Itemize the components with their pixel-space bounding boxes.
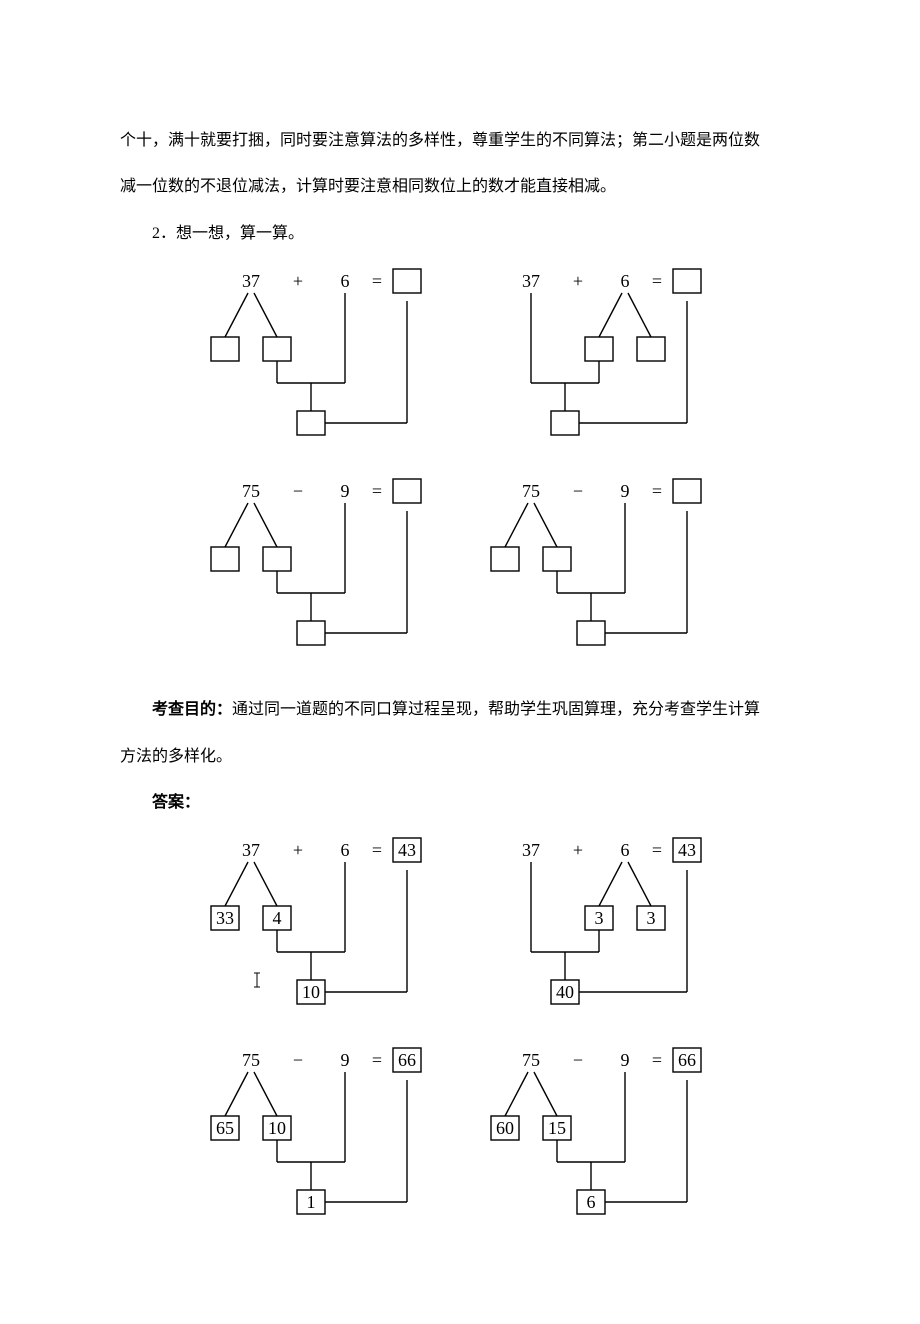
document-page: 个十，满十就要打捆，同时要注意算法的多样性，尊重学生的不同算法；第二小题是两位数… bbox=[0, 0, 920, 1324]
svg-text:−: − bbox=[573, 481, 583, 501]
svg-text:37: 37 bbox=[242, 840, 260, 860]
svg-text:6: 6 bbox=[621, 840, 630, 860]
svg-text:3: 3 bbox=[647, 908, 656, 928]
svg-text:+: + bbox=[293, 271, 303, 291]
svg-text:=: = bbox=[372, 271, 382, 291]
svg-text:37: 37 bbox=[522, 271, 540, 291]
svg-text:6: 6 bbox=[341, 271, 350, 291]
decomp-diagram-37b: 37 +6 = 43 3 3 40 bbox=[485, 834, 725, 1034]
svg-text:1: 1 bbox=[307, 1192, 316, 1212]
svg-text:9: 9 bbox=[341, 1050, 350, 1070]
svg-text:9: 9 bbox=[341, 481, 350, 501]
svg-text:60: 60 bbox=[496, 1118, 514, 1138]
svg-text:10: 10 bbox=[268, 1118, 286, 1138]
decomp-diagram-37b: 37 +6 = bbox=[485, 265, 725, 465]
svg-text:3: 3 bbox=[595, 908, 604, 928]
svg-text:15: 15 bbox=[548, 1118, 566, 1138]
question-2: 2．想一想，算一算。 bbox=[120, 219, 810, 249]
svg-text:40: 40 bbox=[556, 982, 574, 1002]
svg-text:=: = bbox=[372, 840, 382, 860]
svg-text:=: = bbox=[652, 271, 662, 291]
answer-diagrams: 37+6=433341037+6=433340 75−9=666510175−9… bbox=[120, 834, 810, 1244]
svg-text:75: 75 bbox=[242, 481, 260, 501]
svg-text:=: = bbox=[652, 1050, 662, 1070]
svg-text:−: − bbox=[573, 1050, 583, 1070]
svg-text:10: 10 bbox=[302, 982, 320, 1002]
svg-text:37: 37 bbox=[522, 840, 540, 860]
svg-text:+: + bbox=[573, 271, 583, 291]
kaocha-label: 考查目的： bbox=[152, 701, 232, 718]
kaocha-body: 通过同一道题的不同口算过程呈现，帮助学生巩固算理，充分考查学生计算 bbox=[232, 701, 760, 718]
svg-text:43: 43 bbox=[678, 840, 696, 860]
kaocha-line1: 考查目的：通过同一道题的不同口算过程呈现，帮助学生巩固算理，充分考查学生计算 bbox=[120, 695, 810, 725]
decomp-diagram-75a: 75 − 9 = 66 65 10 1 bbox=[205, 1044, 445, 1244]
svg-text:66: 66 bbox=[678, 1050, 696, 1070]
svg-text:=: = bbox=[652, 840, 662, 860]
svg-text:9: 9 bbox=[621, 1050, 630, 1070]
svg-text:6: 6 bbox=[587, 1192, 596, 1212]
svg-text:65: 65 bbox=[216, 1118, 234, 1138]
svg-text:−: − bbox=[293, 481, 303, 501]
svg-text:9: 9 bbox=[621, 481, 630, 501]
blank-diagrams: 37 +6 = 37 +6 = 75 − 9 = 75 − 9 = bbox=[120, 265, 810, 675]
svg-text:66: 66 bbox=[398, 1050, 416, 1070]
svg-text:=: = bbox=[372, 1050, 382, 1070]
svg-text:−: − bbox=[293, 1050, 303, 1070]
svg-text:75: 75 bbox=[522, 1050, 540, 1070]
svg-text:43: 43 bbox=[398, 840, 416, 860]
svg-text:=: = bbox=[372, 481, 382, 501]
decomp-diagram-75b: 75 − 9 = bbox=[485, 475, 725, 675]
svg-text:+: + bbox=[573, 840, 583, 860]
svg-text:37: 37 bbox=[242, 271, 260, 291]
decomp-diagram-37a: 37 +6 = bbox=[205, 265, 445, 465]
decomp-diagram-37a: 37 +6 = 43 33 4 10 bbox=[205, 834, 445, 1034]
kaocha-line2: 方法的多样化。 bbox=[120, 742, 810, 772]
svg-text:+: + bbox=[293, 840, 303, 860]
decomp-diagram-75a: 75 − 9 = bbox=[205, 475, 445, 675]
svg-text:6: 6 bbox=[621, 271, 630, 291]
svg-text:=: = bbox=[652, 481, 662, 501]
svg-text:4: 4 bbox=[273, 908, 282, 928]
answer-header: 答案： bbox=[120, 788, 810, 818]
answer-label: 答案： bbox=[152, 794, 200, 811]
decomp-diagram-75b: 75 − 9 = 66 60 15 6 bbox=[485, 1044, 725, 1244]
svg-text:6: 6 bbox=[341, 840, 350, 860]
paragraph-intro2: 减一位数的不退位减法，计算时要注意相同数位上的数才能直接相减。 bbox=[120, 172, 810, 202]
svg-text:75: 75 bbox=[242, 1050, 260, 1070]
svg-text:75: 75 bbox=[522, 481, 540, 501]
svg-text:33: 33 bbox=[216, 908, 234, 928]
paragraph-intro1: 个十，满十就要打捆，同时要注意算法的多样性，尊重学生的不同算法；第二小题是两位数 bbox=[120, 126, 810, 156]
